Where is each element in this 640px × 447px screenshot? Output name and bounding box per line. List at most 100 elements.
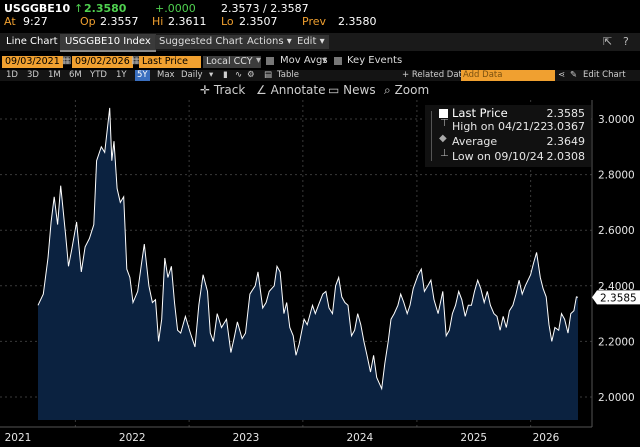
- crosshair-icon: ✛: [200, 83, 211, 97]
- average-marker-icon: ◆: [439, 133, 447, 144]
- share-icon[interactable]: ⋖: [558, 70, 566, 80]
- currency-select[interactable]: Local CCY: [203, 56, 261, 68]
- x-tick-label: 2024: [347, 432, 374, 444]
- key-events-label: Key Events: [347, 55, 403, 66]
- start-date-input[interactable]: 09/03/2021: [2, 56, 63, 68]
- news-tool[interactable]: ▭ News: [328, 82, 376, 98]
- low-marker-icon: ⊥: [440, 148, 449, 159]
- actions-label: Actions: [247, 36, 284, 47]
- last-value-marker: 2.3585: [592, 290, 640, 305]
- magnifier-icon: ⌕: [384, 83, 391, 97]
- field-select[interactable]: Last Price: [139, 56, 201, 68]
- last-price-swatch: [439, 109, 448, 118]
- time-value: 9:27: [23, 15, 48, 28]
- chevron-down-icon: ▾: [319, 36, 325, 47]
- range-1d[interactable]: 1D: [6, 70, 18, 80]
- calendar-icon[interactable]: ▦: [62, 55, 72, 66]
- chevron-down-icon[interactable]: ▾: [256, 55, 262, 66]
- news-icon: ▭: [328, 83, 340, 97]
- legend-last-value: 2.3585: [546, 107, 586, 120]
- legend-low-value: 2.0308: [546, 150, 586, 163]
- news-label: News: [343, 83, 376, 97]
- bars-icon[interactable]: ▮: [223, 70, 228, 80]
- table-icon[interactable]: ▤: [264, 70, 273, 80]
- range-1m[interactable]: 1M: [48, 70, 61, 80]
- x-tick-label: 2021: [5, 432, 32, 444]
- last-price: 2.3580: [84, 2, 127, 15]
- y-tick-label: 2.6000: [598, 225, 635, 237]
- frequency-select[interactable]: Daily: [181, 70, 203, 80]
- y-tick-label: 3.0000: [598, 114, 635, 126]
- export-icon[interactable]: ⇱: [603, 35, 613, 48]
- edit-chart-icon[interactable]: ✎: [570, 70, 578, 80]
- legend-box: Last Price 2.3585 ⊤ High on 04/21/22 3.0…: [425, 105, 591, 167]
- annotate-label: Annotate: [270, 83, 326, 97]
- price-line: [37, 107, 579, 391]
- range-ytd[interactable]: YTD: [90, 70, 107, 80]
- range-row: 1D 3D 1M 6M YTD 1Y 5Y Max Daily ▾ ▮ ∿ ⚙ …: [0, 70, 640, 81]
- input-row: 09/03/2021 ▦ 09/02/2026 ▦ Last Price Loc…: [0, 55, 640, 69]
- calendar-icon[interactable]: ▦: [131, 55, 141, 66]
- y-tick-label: 2.8000: [598, 170, 635, 182]
- mov-avgs-label: Mov Avgs: [280, 55, 328, 66]
- edit-label: Edit: [297, 36, 317, 47]
- menu-bar: Line Chart USGGBE10 Index Suggested Char…: [0, 33, 640, 52]
- chevron-down-icon[interactable]: ▾: [322, 55, 328, 66]
- related-data-label: + Related Dat: [402, 70, 462, 80]
- prev-value: 2.3580: [338, 15, 377, 28]
- range-max[interactable]: Max: [157, 70, 175, 80]
- mov-avgs-checkbox[interactable]: [266, 57, 274, 65]
- prev-label: Prev: [302, 15, 326, 28]
- edit-button[interactable]: Edit ▾: [293, 35, 329, 49]
- quote-line-2: At 9:27 Op 2.3557 Hi 2.3611 Lo 2.3507 Pr…: [0, 15, 640, 29]
- x-tick-label: 2022: [119, 432, 146, 444]
- gear-icon[interactable]: ⚙: [247, 70, 255, 80]
- high-label: Hi: [152, 15, 164, 28]
- x-tick-label: 2025: [460, 432, 487, 444]
- chevron-down-icon: ▾: [286, 36, 292, 47]
- security-tab[interactable]: USGGBE10 Index: [60, 34, 156, 52]
- range-1y[interactable]: 1Y: [116, 70, 127, 80]
- legend-high-value: 3.0367: [546, 120, 586, 133]
- high-value: 2.3611: [168, 15, 207, 28]
- legend-avg-value: 2.3649: [546, 135, 586, 148]
- range-6m[interactable]: 6M: [69, 70, 82, 80]
- zoom-tool[interactable]: ⌕ Zoom: [384, 82, 429, 98]
- last-value-label: 2.3585: [600, 292, 637, 304]
- range-3d[interactable]: 3D: [27, 70, 39, 80]
- low-label: Lo: [221, 15, 234, 28]
- actions-button[interactable]: Actions ▾: [243, 35, 296, 49]
- last-value-tag: [592, 290, 640, 305]
- net-change: +.0000: [155, 2, 196, 15]
- time-label: At: [4, 15, 16, 28]
- range-5y[interactable]: 5Y: [135, 70, 150, 81]
- price-area: [38, 107, 578, 421]
- chart-type-label: Line Chart: [6, 36, 58, 47]
- chevron-down-icon[interactable]: ▾: [209, 70, 214, 80]
- key-events-checkbox[interactable]: [334, 57, 342, 65]
- table-button[interactable]: Table: [277, 70, 299, 80]
- help-icon[interactable]: ?: [623, 35, 629, 48]
- legend-high-label: High on 04/21/22: [452, 120, 548, 133]
- legend-last-label: Last Price: [452, 106, 508, 120]
- add-data-input[interactable]: Add Data: [461, 70, 555, 81]
- track-label: Track: [213, 83, 246, 97]
- tool-row: ✛ Track ∠ Annotate ▭ News ⌕ Zoom: [0, 82, 640, 98]
- up-arrow-icon: ↑: [74, 2, 84, 15]
- track-tool[interactable]: ✛ Track: [200, 82, 245, 98]
- edit-chart-button[interactable]: Edit Chart: [583, 70, 626, 80]
- legend-low-label: Low on 09/10/24: [452, 150, 544, 163]
- quote-line-1: USGGBE10 ↑ 2.3580 +.0000 2.3573 / 2.3587: [0, 2, 640, 16]
- annotate-tool[interactable]: ∠ Annotate: [256, 82, 326, 98]
- low-value: 2.3507: [239, 15, 278, 28]
- x-tick-label: 2026: [533, 432, 560, 444]
- open-value: 2.3557: [100, 15, 139, 28]
- bid-ask: 2.3573 / 2.3587: [221, 2, 309, 15]
- y-axis: 3.0000 2.8000 2.6000 2.4000 2.2000 2.0000: [591, 100, 635, 427]
- pencil-icon: ∠: [256, 83, 267, 97]
- end-date-input[interactable]: 09/02/2026: [72, 56, 133, 68]
- ticker: USGGBE10: [4, 2, 71, 15]
- line-icon[interactable]: ∿: [235, 70, 243, 80]
- y-tick-label: 2.0000: [598, 392, 635, 404]
